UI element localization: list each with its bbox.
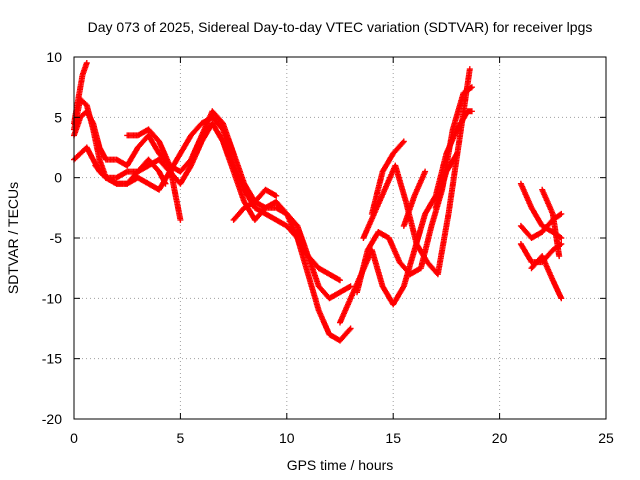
- series-track-10: [360, 66, 473, 278]
- series-track-6: [124, 126, 184, 223]
- series-markers: [92, 156, 169, 187]
- series-markers: [539, 186, 563, 260]
- y-tick-label: -15: [42, 351, 62, 367]
- series-markers: [528, 253, 565, 302]
- series-track-4: [71, 60, 90, 127]
- y-tick-label: 5: [54, 109, 62, 125]
- x-tick-label: 15: [385, 430, 401, 446]
- y-tick-label: -10: [42, 290, 62, 306]
- x-tick-label: 5: [177, 430, 185, 446]
- x-tick-label: 0: [70, 430, 78, 446]
- series-track-2: [71, 108, 354, 302]
- series-track-5: [92, 156, 169, 187]
- series-track-18: [539, 186, 563, 260]
- y-tick-label: -20: [42, 411, 62, 427]
- series-markers: [360, 66, 473, 278]
- series-track-11: [368, 138, 407, 217]
- x-tick-label: 25: [598, 430, 614, 446]
- series-track-12: [400, 168, 429, 229]
- series-markers: [400, 168, 429, 229]
- series-markers: [368, 138, 407, 217]
- series-markers: [124, 126, 184, 223]
- x-axis-title: GPS time / hours: [287, 457, 394, 473]
- series-markers: [432, 150, 460, 211]
- chart-title: Day 073 of 2025, Sidereal Day-to-day VTE…: [88, 19, 593, 35]
- y-tick-label: 10: [46, 49, 62, 65]
- x-tick-label: 20: [492, 430, 508, 446]
- series-track-7: [230, 186, 280, 223]
- y-axis-title: SDTVAR / TECUs: [5, 182, 21, 294]
- series-track-3: [71, 120, 354, 344]
- series-markers: [230, 186, 280, 223]
- series-line: [73, 122, 352, 342]
- y-tick-label: -5: [50, 230, 63, 246]
- axes: 0 5 10 15 20 25 -20 -15 -10 -5 0 5 10: [42, 49, 614, 446]
- x-tick-label: 10: [279, 430, 295, 446]
- series-markers: [71, 108, 354, 302]
- series-track-13: [432, 150, 460, 211]
- grid: [74, 57, 606, 419]
- series-markers: [71, 120, 354, 344]
- series-track-17: [528, 253, 565, 302]
- y-tick-label: 0: [54, 170, 62, 186]
- data-layer: [71, 60, 565, 344]
